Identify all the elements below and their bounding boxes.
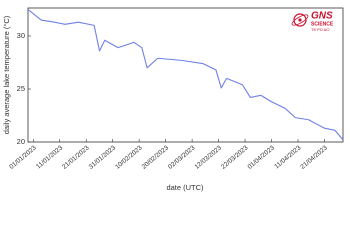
x-tick-label: 01/01/2023 <box>8 144 38 171</box>
logo-tagline: TE PŪ AO <box>311 27 329 32</box>
x-tick-label: 01/04/2023 <box>246 144 276 171</box>
x-axis-title: date (UTC) <box>166 183 204 192</box>
data-line <box>27 9 344 141</box>
x-tick-label: 10/02/2023 <box>114 144 144 171</box>
chart: daily average lake temperature (°C) date… <box>2 7 344 192</box>
x-tick-label: 21/01/2023 <box>61 144 91 171</box>
logo-name: GNS <box>311 11 333 22</box>
y-tick-label: 20 <box>17 137 25 146</box>
y-tick-label: 25 <box>17 84 25 93</box>
x-tick-label: 22/03/2023 <box>220 144 250 171</box>
x-tick-label: 21/04/2023 <box>299 144 329 171</box>
y-tick-label: 30 <box>17 31 25 40</box>
logo-orbit <box>291 14 309 26</box>
logo-subtitle: SCIENCE <box>311 21 334 27</box>
x-tick-label: 12/03/2023 <box>194 144 224 171</box>
logo: GNS SCIENCE TE PŪ AO <box>291 11 334 32</box>
y-axis-title: daily average lake temperature (°C) <box>2 15 11 134</box>
x-tick-label: 02/03/2023 <box>167 144 197 171</box>
x-tick-label: 31/01/2023 <box>88 144 118 171</box>
x-tick-label: 11/01/2023 <box>35 144 64 170</box>
logo-core <box>298 18 302 22</box>
x-tick-label: 20/02/2023 <box>141 144 171 171</box>
x-tick-label: 11/04/2023 <box>273 144 302 170</box>
plot-frame <box>27 7 344 143</box>
